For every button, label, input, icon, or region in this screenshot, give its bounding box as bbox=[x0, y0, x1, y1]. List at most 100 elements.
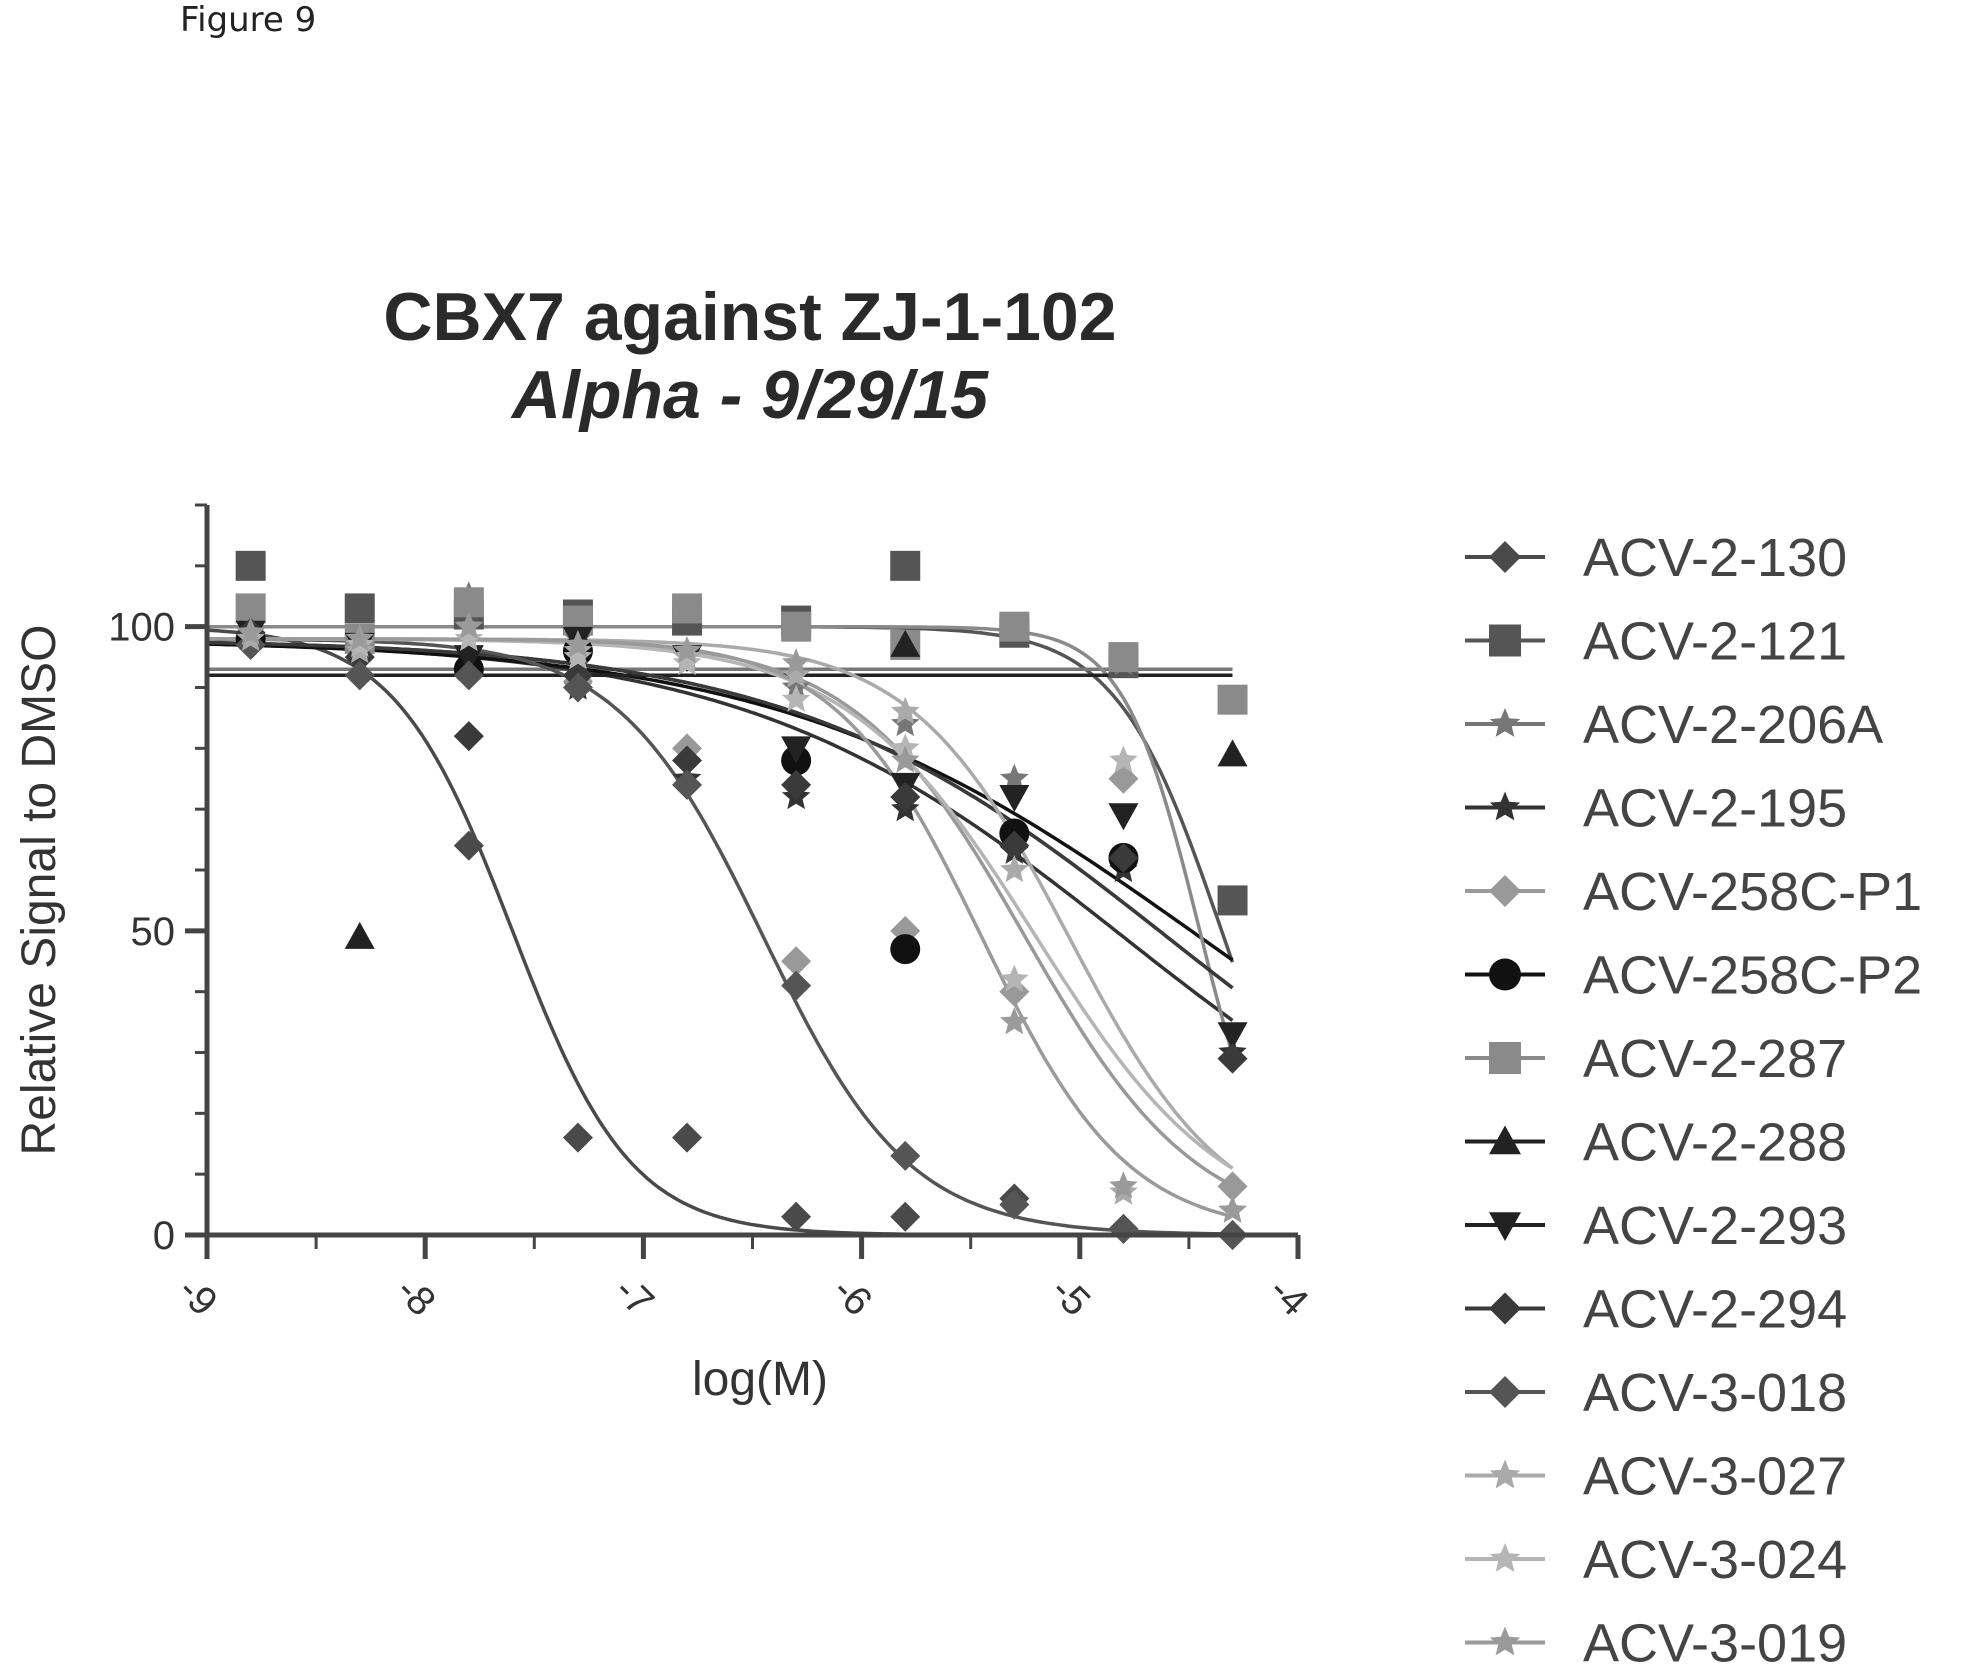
data-point bbox=[563, 642, 593, 670]
data-point bbox=[781, 946, 812, 977]
data-point bbox=[781, 970, 812, 1001]
legend-swatch-marker bbox=[1489, 1626, 1521, 1656]
y-axis-title: Relative Signal to DMSO bbox=[13, 625, 66, 1156]
data-point bbox=[1108, 763, 1139, 794]
data-point bbox=[672, 1122, 703, 1153]
legend-item: ACV-3-027 bbox=[1465, 1447, 1847, 1507]
legend-swatch-marker bbox=[1489, 1042, 1521, 1074]
legend-swatch-marker bbox=[1489, 1292, 1521, 1325]
legend-item: ACV-2-206A bbox=[1465, 695, 1883, 755]
legend-swatch-marker bbox=[1489, 1376, 1521, 1408]
legend-label: ACV-2-206A bbox=[1583, 695, 1883, 755]
data-point bbox=[1109, 1171, 1138, 1199]
x-axis-title: log(M) bbox=[692, 1353, 828, 1406]
data-point bbox=[344, 921, 375, 949]
data-point bbox=[672, 769, 703, 800]
legend-label: ACV-258C-P2 bbox=[1583, 946, 1922, 1006]
x-tick-label: -4 bbox=[1260, 1268, 1316, 1324]
legend-item: ACV-2-195 bbox=[1465, 779, 1847, 839]
data-point bbox=[1218, 1195, 1247, 1223]
data-point bbox=[345, 623, 374, 651]
data-point bbox=[1217, 684, 1248, 715]
legend-label: ACV-2-287 bbox=[1583, 1029, 1847, 1089]
data-point bbox=[781, 684, 811, 712]
legend-swatch-marker bbox=[1489, 624, 1521, 657]
data-point bbox=[1000, 763, 1029, 791]
legend-label: ACV-3-024 bbox=[1583, 1530, 1847, 1590]
data-point bbox=[672, 636, 702, 664]
data-point bbox=[235, 550, 266, 581]
fit-curve bbox=[207, 637, 1233, 1219]
fit-curve bbox=[207, 642, 1234, 962]
x-tick-label: -8 bbox=[388, 1268, 444, 1324]
fit-curve bbox=[207, 641, 1234, 1022]
data-point bbox=[890, 782, 921, 812]
data-point bbox=[781, 769, 812, 800]
legend-swatch-marker bbox=[1489, 1125, 1521, 1155]
data-point bbox=[1000, 1007, 1029, 1035]
data-point bbox=[1108, 642, 1139, 673]
x-tick-label: -7 bbox=[606, 1268, 662, 1324]
legend-item: ACV-2-293 bbox=[1465, 1196, 1847, 1256]
legend-swatch-marker bbox=[1489, 708, 1521, 737]
y-tick-label: 0 bbox=[153, 1214, 175, 1258]
data-point bbox=[781, 660, 811, 688]
legend-swatch-marker bbox=[1489, 541, 1521, 573]
data-point bbox=[890, 629, 921, 657]
data-point bbox=[1108, 1213, 1139, 1244]
data-point bbox=[781, 1201, 812, 1232]
data-point bbox=[781, 736, 812, 764]
data-point bbox=[999, 1189, 1030, 1220]
chart-title: CBX7 against ZJ-1-102 bbox=[383, 279, 1117, 355]
legend-label: ACV-2-195 bbox=[1583, 779, 1847, 839]
data-point bbox=[672, 745, 703, 776]
legend-label: ACV-2-121 bbox=[1583, 612, 1847, 672]
data-point bbox=[1217, 1022, 1248, 1050]
legend-item: ACV-2-288 bbox=[1465, 1113, 1847, 1173]
fit-curve bbox=[207, 637, 1233, 1235]
legend-item: ACV-3-018 bbox=[1465, 1363, 1847, 1423]
legend-label: ACV-2-293 bbox=[1583, 1196, 1847, 1256]
data-point bbox=[1000, 964, 1029, 992]
data-point bbox=[1109, 745, 1138, 773]
data-point bbox=[453, 660, 484, 691]
data-point bbox=[236, 617, 265, 645]
data-point bbox=[781, 648, 811, 676]
data-point bbox=[999, 976, 1030, 1007]
legend-label: ACV-3-018 bbox=[1583, 1363, 1847, 1423]
legend-swatch-marker bbox=[1489, 958, 1521, 991]
chart-subtitle: Alpha - 9/29/15 bbox=[511, 357, 989, 433]
legend-item: ACV-2-130 bbox=[1465, 528, 1847, 588]
legend-swatch-marker bbox=[1489, 875, 1521, 907]
data-point bbox=[453, 830, 484, 861]
data-point bbox=[672, 648, 702, 676]
data-point bbox=[672, 593, 703, 624]
data-point bbox=[562, 672, 593, 703]
figure-label: Figure 9 bbox=[180, 0, 317, 40]
legend-item: ACV-3-024 bbox=[1465, 1530, 1847, 1590]
x-tick-label: -5 bbox=[1042, 1268, 1098, 1324]
x-tick-label: -9 bbox=[169, 1268, 225, 1324]
data-point bbox=[1217, 1043, 1248, 1074]
data-point bbox=[454, 623, 484, 651]
legend-label: ACV-2-288 bbox=[1583, 1113, 1847, 1173]
data-point bbox=[344, 660, 375, 691]
data-point bbox=[890, 550, 921, 581]
data-point bbox=[344, 593, 375, 624]
legend-item: ACV-2-287 bbox=[1465, 1029, 1847, 1089]
legend-swatch-marker bbox=[1489, 791, 1521, 821]
data-point bbox=[454, 611, 484, 639]
legend-swatch-marker bbox=[1489, 1459, 1521, 1489]
legend-item: ACV-2-121 bbox=[1465, 612, 1847, 672]
legend-label: ACV-3-027 bbox=[1583, 1447, 1847, 1507]
y-tick-label: 50 bbox=[131, 910, 176, 954]
legend-label: ACV-258C-P1 bbox=[1583, 862, 1922, 922]
data-point bbox=[781, 611, 812, 642]
y-tick-label: 100 bbox=[108, 606, 175, 650]
fit-curves bbox=[207, 624, 1235, 1235]
data-point bbox=[1000, 855, 1029, 883]
data-point bbox=[1108, 803, 1139, 831]
legend-item: ACV-3-019 bbox=[1465, 1614, 1847, 1674]
data-point bbox=[891, 745, 920, 773]
